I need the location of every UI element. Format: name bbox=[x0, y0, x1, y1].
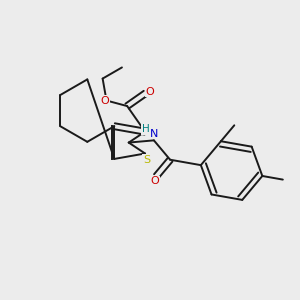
Text: S: S bbox=[143, 155, 150, 165]
Text: O: O bbox=[100, 95, 109, 106]
Text: H: H bbox=[142, 124, 149, 134]
Text: N: N bbox=[150, 129, 158, 139]
Text: O: O bbox=[151, 176, 159, 187]
Text: O: O bbox=[146, 87, 154, 97]
